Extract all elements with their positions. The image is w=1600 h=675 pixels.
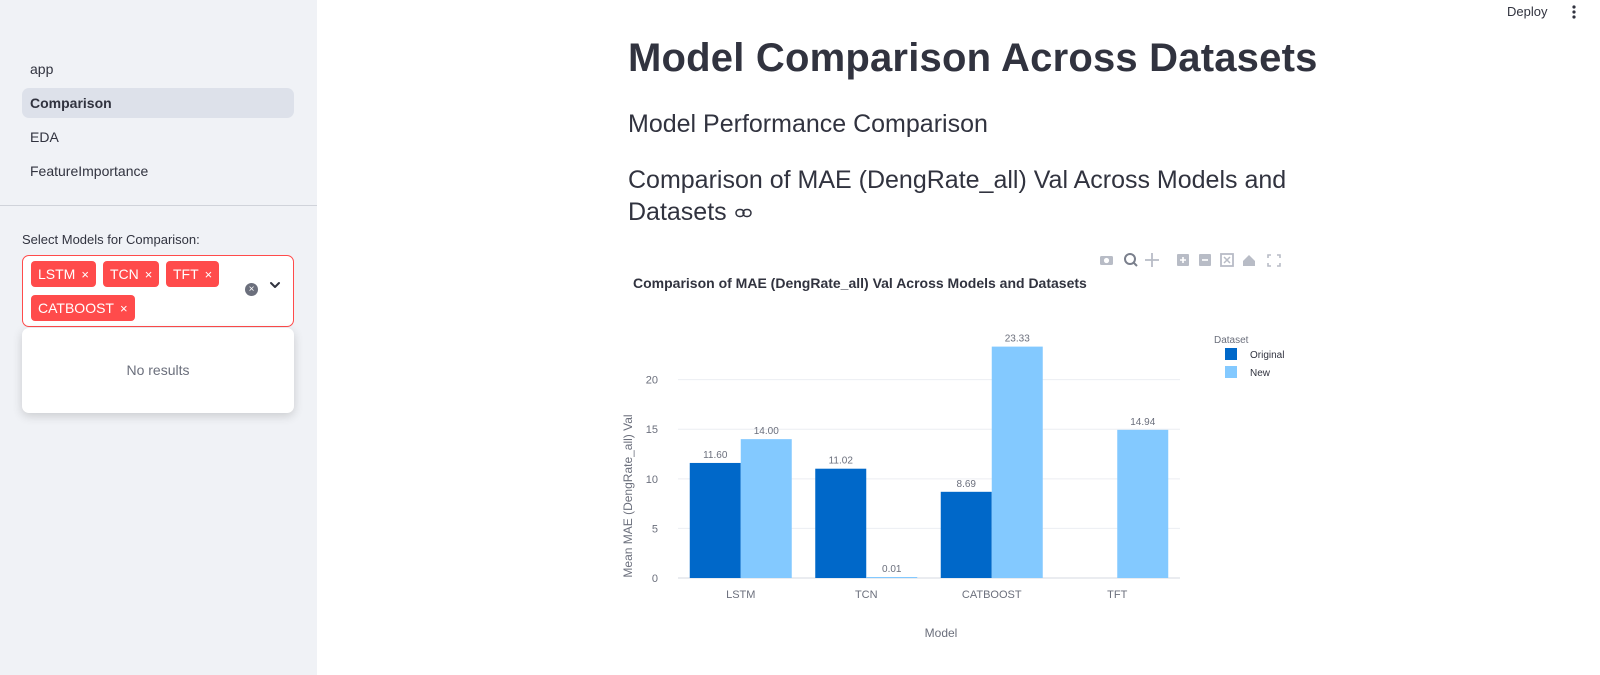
zoom-in-icon[interactable] bbox=[1177, 254, 1189, 266]
zoom-out-icon[interactable] bbox=[1199, 254, 1211, 266]
tag-tcn: TCN × bbox=[103, 261, 160, 287]
fullscreen-icon[interactable] bbox=[1267, 254, 1281, 267]
y-tick-label: 0 bbox=[652, 573, 658, 585]
sidebar-nav: app Comparison EDA FeatureImportance bbox=[22, 54, 294, 190]
camera-icon[interactable] bbox=[1100, 256, 1113, 265]
chart-legend: Dataset Original New bbox=[1214, 335, 1284, 379]
bar-new-tcn bbox=[866, 577, 918, 578]
data-label: 0.01 bbox=[882, 564, 902, 575]
remove-tag-icon[interactable]: × bbox=[81, 267, 89, 282]
nav-item-featureimportance[interactable]: FeatureImportance bbox=[30, 163, 149, 179]
bar-new-catboost bbox=[991, 346, 1043, 578]
x-tick-label: CATBOOST bbox=[962, 589, 1022, 601]
home-icon[interactable] bbox=[1243, 255, 1255, 266]
model-multiselect[interactable]: LSTM × TCN × TFT × CATBOOST × × bbox=[22, 255, 294, 327]
bar-new-lstm bbox=[740, 439, 792, 578]
x-tick-label: TFT bbox=[1107, 589, 1127, 601]
data-labels: 11.60 14.00 11.02 0.01 8.69 23.33 14.94 bbox=[703, 334, 1156, 575]
bar-chart: Comparison of MAE (DengRate_all) Val Acr… bbox=[621, 275, 1284, 640]
remove-tag-icon[interactable]: × bbox=[119, 301, 128, 316]
data-label: 8.69 bbox=[957, 479, 977, 490]
dropdown-menu: No results bbox=[22, 328, 294, 413]
data-label: 11.60 bbox=[703, 450, 728, 461]
bar-original-lstm bbox=[689, 462, 741, 578]
bar-original-tcn bbox=[815, 468, 867, 578]
y-tick-label: 20 bbox=[646, 375, 658, 387]
pan-icon[interactable] bbox=[1145, 253, 1159, 267]
y-axis-ticks: 0 5 10 15 20 bbox=[646, 375, 658, 585]
chart-title: Comparison of MAE (DengRate_all) Val Acr… bbox=[633, 275, 1087, 291]
chart-bars bbox=[689, 346, 1169, 578]
legend-swatch-original bbox=[1225, 348, 1237, 360]
y-tick-label: 10 bbox=[646, 474, 658, 486]
remove-tag-icon[interactable]: × bbox=[144, 267, 153, 282]
data-label: 23.33 bbox=[1005, 334, 1030, 345]
nav-item-app[interactable]: app bbox=[30, 61, 54, 77]
y-axis-label: Mean MAE (DengRate_all) Val bbox=[621, 414, 635, 577]
model-select-label: Select Models for Comparison: bbox=[22, 232, 200, 247]
no-results-text: No results bbox=[126, 362, 190, 378]
clear-all-icon[interactable]: × bbox=[245, 283, 258, 296]
more-vertical-icon[interactable] bbox=[1570, 4, 1578, 20]
legend-label-new: New bbox=[1250, 368, 1271, 379]
tag-label: TCN bbox=[110, 266, 139, 282]
autoscale-icon[interactable] bbox=[1220, 253, 1234, 267]
x-tick-label: TCN bbox=[855, 589, 878, 601]
legend-title: Dataset bbox=[1214, 335, 1249, 346]
tag-tft: TFT × bbox=[166, 261, 220, 287]
data-label: 11.02 bbox=[829, 456, 854, 467]
deploy-button[interactable]: Deploy bbox=[1507, 4, 1548, 19]
legend-swatch-new bbox=[1225, 366, 1237, 378]
tag-label: TFT bbox=[173, 266, 199, 282]
nav-item-eda[interactable]: EDA bbox=[30, 129, 59, 145]
data-label: 14.00 bbox=[754, 426, 779, 437]
y-tick-label: 5 bbox=[652, 523, 658, 535]
page-title: Model Comparison Across Datasets bbox=[628, 36, 1318, 80]
sidebar-divider bbox=[0, 205, 317, 206]
bar-new-tft bbox=[1117, 429, 1169, 578]
x-tick-label: LSTM bbox=[726, 589, 755, 601]
x-axis-label: Model bbox=[925, 626, 958, 640]
y-tick-label: 15 bbox=[646, 424, 658, 436]
bar-original-catboost bbox=[940, 491, 992, 578]
tag-catboost: CATBOOST × bbox=[31, 295, 135, 321]
sidebar: app Comparison EDA FeatureImportance Sel… bbox=[0, 0, 317, 675]
link-icon[interactable] bbox=[734, 208, 752, 218]
section-heading-text: Comparison of MAE (DengRate_all) Val Acr… bbox=[628, 166, 1287, 226]
legend-label-original: Original bbox=[1250, 350, 1284, 361]
chart-modebar bbox=[1100, 253, 1281, 267]
section-heading: Comparison of MAE (DengRate_all) Val Acr… bbox=[628, 164, 1288, 228]
chevron-down-icon[interactable] bbox=[268, 278, 282, 292]
tag-label: LSTM bbox=[38, 266, 76, 282]
tag-label: CATBOOST bbox=[38, 300, 114, 316]
data-label: 14.94 bbox=[1130, 417, 1155, 428]
nav-item-comparison[interactable]: Comparison bbox=[22, 88, 294, 118]
zoom-icon[interactable] bbox=[1124, 253, 1138, 267]
section-subtitle: Model Performance Comparison bbox=[628, 110, 988, 138]
x-axis-ticks: LSTM TCN CATBOOST TFT bbox=[726, 589, 1128, 601]
tag-lstm: LSTM × bbox=[31, 261, 96, 287]
remove-tag-icon[interactable]: × bbox=[204, 267, 213, 282]
